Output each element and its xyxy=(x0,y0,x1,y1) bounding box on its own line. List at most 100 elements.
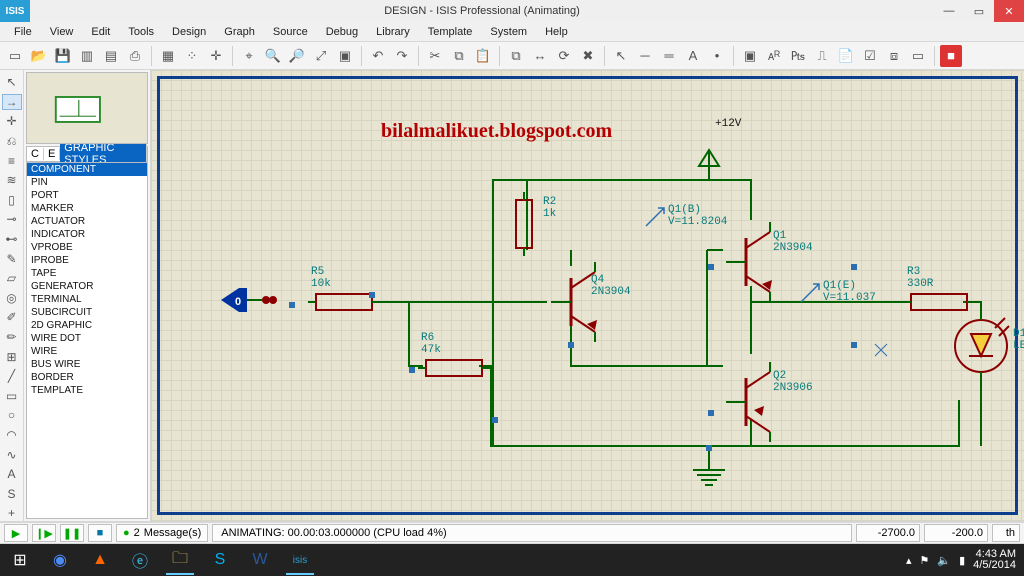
mode-path2d[interactable]: ∿ xyxy=(2,447,22,463)
tool-grid-dots[interactable]: ⁘ xyxy=(181,45,203,67)
taskbar-chrome[interactable]: ◉ xyxy=(40,544,80,576)
mode-bus[interactable]: ≋ xyxy=(2,172,22,188)
mode-plus[interactable]: + xyxy=(2,506,22,522)
menu-file[interactable]: File xyxy=(6,24,40,40)
picker-item[interactable]: WIRE DOT xyxy=(27,332,147,345)
tool-print[interactable]: ⎙ xyxy=(124,45,146,67)
menu-edit[interactable]: Edit xyxy=(83,24,118,40)
taskbar-isis[interactable]: isis xyxy=(280,544,320,576)
menu-debug[interactable]: Debug xyxy=(318,24,366,40)
tool-block-rot[interactable]: ⟳ xyxy=(553,45,575,67)
picker-item[interactable]: MARKER xyxy=(27,202,147,215)
picker-item[interactable]: BUS WIRE xyxy=(27,358,147,371)
mode-cursor[interactable]: ↖ xyxy=(2,74,22,90)
overview-panel[interactable] xyxy=(26,72,148,144)
taskbar-skype[interactable]: S xyxy=(200,544,240,576)
tool-redo[interactable]: ↷ xyxy=(391,45,413,67)
picker-item[interactable]: TERMINAL xyxy=(27,293,147,306)
menu-template[interactable]: Template xyxy=(420,24,481,40)
tool-undo[interactable]: ↶ xyxy=(367,45,389,67)
menu-tools[interactable]: Tools xyxy=(120,24,162,40)
mode-circle2d[interactable]: ○ xyxy=(2,408,22,424)
tool-p2[interactable]: ₧ xyxy=(787,45,809,67)
maximize-button[interactable]: ▭ xyxy=(964,0,994,22)
tool-pick[interactable]: ↖ xyxy=(610,45,632,67)
mode-vprobe[interactable]: ✐ xyxy=(2,310,22,326)
taskbar-vlc[interactable]: ▲ xyxy=(80,544,120,576)
mode-terminal[interactable]: ⊸ xyxy=(2,212,22,228)
mode-box2d[interactable]: ▭ xyxy=(2,388,22,404)
mode-gen[interactable]: ◎ xyxy=(2,290,22,306)
tool-p4[interactable]: 📄 xyxy=(835,45,857,67)
tool-p6[interactable]: ⧈ xyxy=(883,45,905,67)
mode-virtual[interactable]: ⊞ xyxy=(2,349,22,365)
tool-copy[interactable]: ⧉ xyxy=(448,45,470,67)
picker-item[interactable]: GENERATOR xyxy=(27,280,147,293)
tool-block-move[interactable]: ↔ xyxy=(529,45,551,67)
sim-messages[interactable]: ●2 Message(s) xyxy=(116,524,208,542)
sim-play[interactable]: ▶ xyxy=(4,524,28,542)
tool-block-copy[interactable]: ⧉ xyxy=(505,45,527,67)
picker-item[interactable]: SUBCIRCUIT xyxy=(27,306,147,319)
mode-text[interactable]: ≡ xyxy=(2,153,22,169)
sim-pause[interactable]: ❚❚ xyxy=(60,524,84,542)
mode-label[interactable]: ⎌ xyxy=(2,133,22,149)
tool-ares[interactable]: ▣ xyxy=(739,45,761,67)
picker-list[interactable]: COMPONENTPINPORTMARKERACTUATORINDICATORV… xyxy=(26,162,148,519)
tool-save-file[interactable]: 💾 xyxy=(52,45,74,67)
menu-help[interactable]: Help xyxy=(537,24,576,40)
tool-p3[interactable]: ⎍ xyxy=(811,45,833,67)
tool-bus-tool[interactable]: ═ xyxy=(658,45,680,67)
mode-line2d[interactable]: ╱ xyxy=(2,368,22,384)
picker-item[interactable]: IPROBE xyxy=(27,254,147,267)
tool-zoom-out[interactable]: 🔎 xyxy=(286,45,308,67)
taskbar-explorer[interactable]: 🗀 xyxy=(160,544,200,576)
tool-junction[interactable]: • xyxy=(706,45,728,67)
tool-wire-tool[interactable]: ─ xyxy=(634,45,656,67)
mode-arc2d[interactable]: ◠ xyxy=(2,427,22,443)
taskbar-start[interactable]: ⊞ xyxy=(0,544,40,576)
taskbar-ie[interactable]: ⓔ xyxy=(120,544,160,576)
tool-p1[interactable]: ᴀᴿ xyxy=(763,45,785,67)
menu-source[interactable]: Source xyxy=(265,24,316,40)
mode-sym[interactable]: S xyxy=(2,486,22,502)
picker-item[interactable]: PORT xyxy=(27,189,147,202)
picker-item[interactable]: 2D GRAPHIC xyxy=(27,319,147,332)
tool-cut[interactable]: ✂ xyxy=(424,45,446,67)
tool-block-del[interactable]: ✖ xyxy=(577,45,599,67)
tool-label-tool[interactable]: A xyxy=(682,45,704,67)
tool-sim-red[interactable]: ■ xyxy=(940,45,962,67)
picker-col-1[interactable]: E xyxy=(44,148,60,160)
tray-net-icon[interactable]: ▮ xyxy=(959,554,965,567)
mode-text2d[interactable]: A xyxy=(2,466,22,482)
mode-component[interactable]: → xyxy=(2,94,22,110)
picker-col-0[interactable]: C xyxy=(27,148,44,160)
menu-system[interactable]: System xyxy=(482,24,535,40)
picker-item[interactable]: COMPONENT xyxy=(27,163,147,176)
tool-p7[interactable]: ▭ xyxy=(907,45,929,67)
system-tray[interactable]: ▴⚑🔈▮4:43 AM4/5/2014 xyxy=(898,544,1024,576)
tool-zoom-all[interactable]: ⤢ xyxy=(310,45,332,67)
tool-browse-1[interactable]: ▥ xyxy=(76,45,98,67)
mode-pin[interactable]: ⊷ xyxy=(2,231,22,247)
tool-browse-2[interactable]: ▤ xyxy=(100,45,122,67)
tool-new-file[interactable]: ▭ xyxy=(4,45,26,67)
schematic-canvas[interactable]: 0 bilalmalikuet.blogspot.com +12V R5 10k… xyxy=(151,70,1024,521)
close-button[interactable]: ✕ xyxy=(994,0,1024,22)
tool-p5[interactable]: ☑ xyxy=(859,45,881,67)
tool-grid-toggle[interactable]: ▦ xyxy=(157,45,179,67)
tray-volume-icon[interactable]: 🔈 xyxy=(937,554,951,567)
tool-paste[interactable]: 📋 xyxy=(472,45,494,67)
mode-tape[interactable]: ▱ xyxy=(2,270,22,286)
tool-zoom-area[interactable]: ▣ xyxy=(334,45,356,67)
tool-grid-origin[interactable]: ✛ xyxy=(205,45,227,67)
picker-item[interactable]: TEMPLATE xyxy=(27,384,147,397)
sim-step[interactable]: ❙▶ xyxy=(32,524,56,542)
tray-flag-icon[interactable]: ⚑ xyxy=(920,554,930,567)
minimize-button[interactable]: — xyxy=(934,0,964,22)
menu-design[interactable]: Design xyxy=(164,24,214,40)
mode-junction[interactable]: ✛ xyxy=(2,114,22,130)
mode-graph[interactable]: ✎ xyxy=(2,251,22,267)
sim-stop[interactable]: ■ xyxy=(88,524,112,542)
tool-zoom-in[interactable]: 🔍 xyxy=(262,45,284,67)
